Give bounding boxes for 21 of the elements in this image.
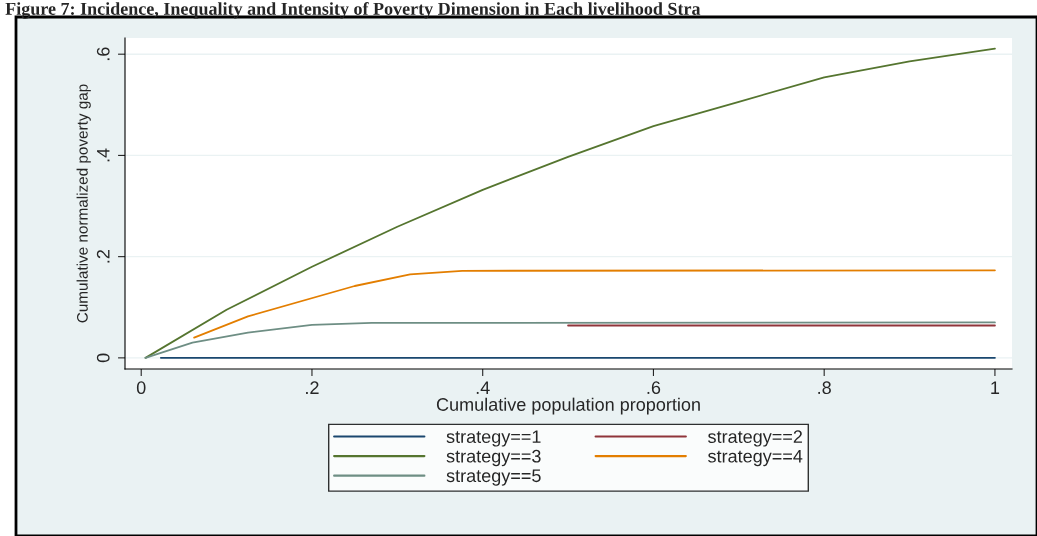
y-tick-label: .4 (97, 148, 110, 162)
legend-label: strategy==3 (446, 449, 541, 467)
line-series (144, 47, 996, 359)
legend-label: strategy==1 (446, 430, 541, 447)
line-series (144, 321, 996, 359)
y-tick-label: 0 (96, 353, 110, 363)
x-tick-label: .4 (476, 381, 490, 394)
legend-label: strategy==2 (708, 430, 802, 447)
x-tick-label: .6 (647, 381, 661, 395)
line-series (193, 269, 996, 339)
y-tick-label: .6 (96, 47, 110, 61)
chart-title: Figure 7: Incidence, Inequality and Intensity of Poverty Dimension in Each livelihood Stra (5, 2, 701, 19)
x-tick-label: 0 (136, 381, 146, 395)
legend-label: strategy==4 (708, 449, 803, 467)
legend-label: strategy==5 (446, 469, 541, 486)
x-tick-label: .8 (818, 381, 831, 395)
x-tick-label: .2 (306, 381, 319, 394)
x-tick-label: 1 (991, 381, 1000, 394)
y-axis-title: Cumulative normalized poverty gap (76, 84, 91, 323)
y-tick-label: .2 (96, 250, 110, 263)
x-axis-title: Cumulative population proportion (436, 397, 700, 415)
